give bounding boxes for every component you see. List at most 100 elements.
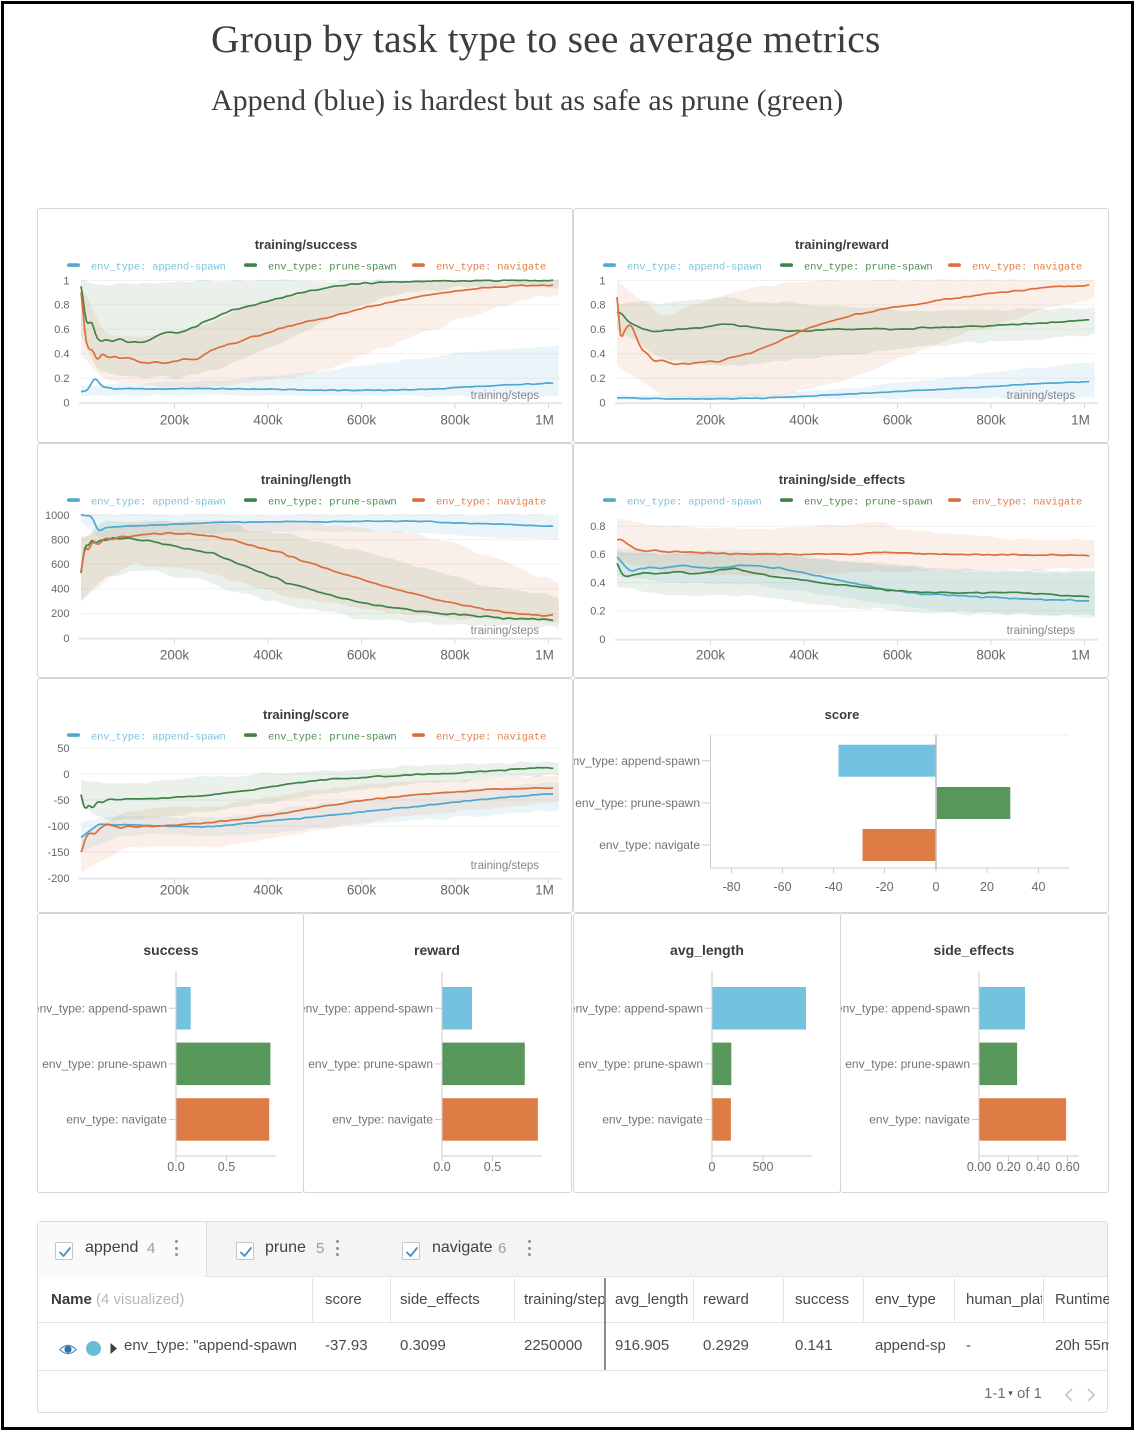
svg-text:success: success — [143, 942, 198, 958]
svg-text:0.5: 0.5 — [484, 1160, 501, 1174]
svg-text:env_type: prune-spawn: env_type: prune-spawn — [268, 262, 397, 274]
svg-text:600: 600 — [51, 559, 69, 571]
svg-text:200k: 200k — [696, 413, 726, 428]
svg-text:env_type: navigate: env_type: navigate — [972, 262, 1082, 274]
svg-text:env_type: prune-spawn: env_type: prune-spawn — [308, 1057, 433, 1071]
svg-text:0.60: 0.60 — [1055, 1160, 1079, 1174]
svg-text:0.20: 0.20 — [996, 1160, 1020, 1174]
svg-text:0: 0 — [599, 634, 605, 646]
svg-text:400k: 400k — [253, 883, 283, 898]
svg-text:env_type: navigate: env_type: navigate — [869, 1113, 970, 1127]
svg-text:env_type: prune-spawn: env_type: prune-spawn — [804, 497, 933, 509]
svg-text:env_type: prune-spawn: env_type: prune-spawn — [804, 262, 933, 274]
svg-text:env_type: prune-spawn: env_type: prune-spawn — [42, 1057, 167, 1071]
svg-text:env_type: navigate: env_type: navigate — [599, 838, 700, 852]
svg-text:training/score: training/score — [263, 707, 349, 722]
svg-text:0.4: 0.4 — [590, 349, 605, 361]
svg-text:800k: 800k — [440, 648, 470, 663]
svg-text:400k: 400k — [789, 648, 819, 663]
svg-text:env_type: navigate: env_type: navigate — [972, 497, 1082, 509]
svg-text:env_type: prune-spawn: env_type: prune-spawn — [268, 497, 397, 509]
svg-text:800k: 800k — [976, 413, 1006, 428]
svg-text:env_type: append-spawn: env_type: append-spawn — [91, 262, 226, 274]
svg-text:0.4: 0.4 — [590, 577, 605, 589]
svg-text:200k: 200k — [696, 648, 726, 663]
svg-text:600k: 600k — [347, 413, 377, 428]
svg-text:200k: 200k — [160, 413, 190, 428]
svg-text:env_type: append-spawn: env_type: append-spawn — [304, 1002, 433, 1016]
svg-text:env_type: prune-spawn: env_type: prune-spawn — [845, 1057, 970, 1071]
svg-text:500: 500 — [753, 1160, 774, 1174]
svg-text:0.2: 0.2 — [590, 373, 605, 385]
svg-text:1: 1 — [599, 275, 605, 287]
svg-text:training/steps: training/steps — [471, 390, 540, 402]
svg-text:400k: 400k — [253, 648, 283, 663]
svg-text:800k: 800k — [976, 648, 1006, 663]
svg-text:0.2: 0.2 — [54, 373, 69, 385]
svg-text:0.5: 0.5 — [218, 1160, 235, 1174]
svg-text:env_type: append-spawn: env_type: append-spawn — [627, 262, 762, 274]
svg-text:0.0: 0.0 — [167, 1160, 184, 1174]
svg-text:1M: 1M — [1071, 413, 1090, 428]
svg-text:200k: 200k — [160, 648, 190, 663]
svg-text:env_type: navigate: env_type: navigate — [602, 1113, 703, 1127]
svg-text:-60: -60 — [773, 880, 791, 894]
svg-text:training/steps: training/steps — [471, 860, 540, 872]
svg-text:score: score — [825, 707, 860, 722]
svg-text:0: 0 — [933, 880, 940, 894]
svg-text:200k: 200k — [160, 883, 190, 898]
svg-text:training/success: training/success — [255, 237, 358, 252]
svg-text:-100: -100 — [47, 821, 69, 833]
svg-text:training/side_effects: training/side_effects — [779, 472, 905, 487]
svg-text:0.6: 0.6 — [54, 324, 69, 336]
svg-text:1M: 1M — [535, 648, 554, 663]
svg-text:200: 200 — [51, 608, 69, 620]
svg-text:600k: 600k — [347, 883, 377, 898]
svg-text:-80: -80 — [722, 880, 740, 894]
svg-text:20: 20 — [980, 880, 994, 894]
svg-text:600k: 600k — [883, 648, 913, 663]
svg-text:0.4: 0.4 — [54, 349, 69, 361]
svg-text:0.6: 0.6 — [590, 324, 605, 336]
svg-text:-50: -50 — [54, 795, 70, 807]
svg-text:1M: 1M — [535, 413, 554, 428]
svg-text:env_type: prune-spawn: env_type: prune-spawn — [578, 1057, 703, 1071]
svg-text:reward: reward — [414, 942, 460, 958]
svg-text:env_type: append-spawn: env_type: append-spawn — [627, 497, 762, 509]
svg-text:env_type: prune-spawn: env_type: prune-spawn — [268, 732, 397, 744]
svg-text:40: 40 — [1032, 880, 1046, 894]
svg-text:0: 0 — [63, 633, 69, 645]
svg-text:0: 0 — [63, 769, 69, 781]
svg-text:1: 1 — [63, 275, 69, 287]
svg-text:0.40: 0.40 — [1026, 1160, 1050, 1174]
svg-text:1000: 1000 — [45, 510, 69, 522]
svg-text:600k: 600k — [347, 648, 377, 663]
svg-text:0.8: 0.8 — [590, 521, 605, 533]
svg-text:0.6: 0.6 — [590, 549, 605, 561]
svg-text:0: 0 — [599, 397, 605, 409]
svg-text:training/steps: training/steps — [1007, 390, 1076, 402]
svg-text:1M: 1M — [1071, 648, 1090, 663]
svg-text:400: 400 — [51, 584, 69, 596]
svg-text:env_type: prune-spawn: env_type: prune-spawn — [575, 796, 700, 810]
svg-text:avg_length: avg_length — [670, 942, 744, 958]
svg-text:env_type: navigate: env_type: navigate — [436, 732, 546, 744]
svg-text:800k: 800k — [440, 883, 470, 898]
svg-text:env_type: append-spawn: env_type: append-spawn — [91, 732, 226, 744]
svg-text:800k: 800k — [440, 413, 470, 428]
svg-text:0: 0 — [63, 397, 69, 409]
svg-text:0.00: 0.00 — [967, 1160, 991, 1174]
svg-text:400k: 400k — [789, 413, 819, 428]
svg-text:env_type: append-spawn: env_type: append-spawn — [841, 1002, 970, 1016]
svg-text:0.2: 0.2 — [590, 606, 605, 618]
svg-text:400k: 400k — [253, 413, 283, 428]
svg-text:-150: -150 — [47, 847, 69, 859]
svg-text:1M: 1M — [535, 883, 554, 898]
svg-text:training/reward: training/reward — [795, 237, 889, 252]
svg-text:0.8: 0.8 — [54, 300, 69, 312]
svg-text:-40: -40 — [824, 880, 842, 894]
svg-text:-20: -20 — [875, 880, 893, 894]
svg-text:800: 800 — [51, 534, 69, 546]
svg-text:training/steps: training/steps — [471, 625, 540, 637]
svg-text:env_type: navigate: env_type: navigate — [436, 497, 546, 509]
